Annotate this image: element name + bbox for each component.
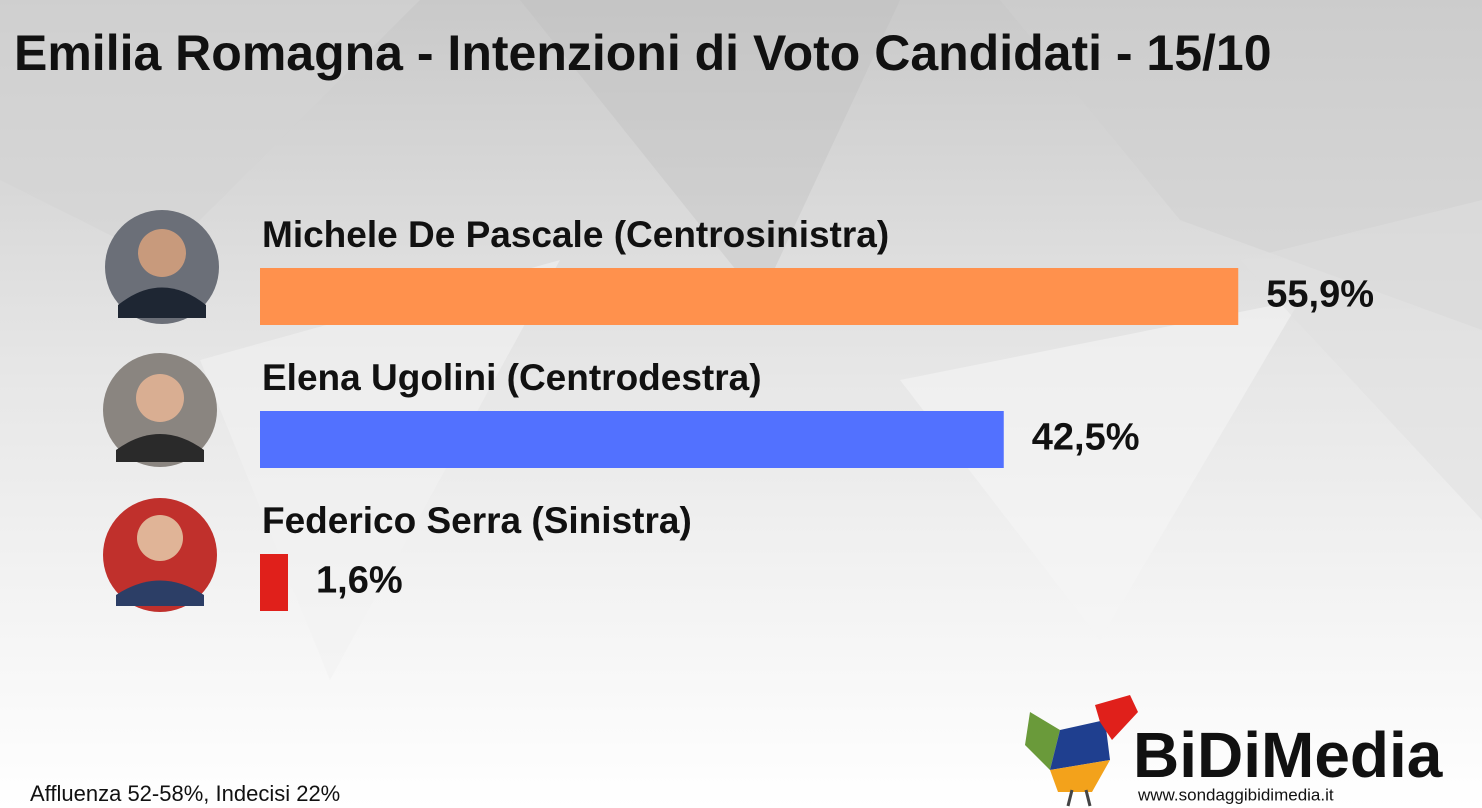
- logo-name: BiDiMedia: [1133, 719, 1443, 791]
- bar: [260, 554, 288, 611]
- value-label: 42,5%: [1032, 417, 1140, 459]
- logo-url: www.sondaggibidimedia.it: [1137, 785, 1334, 804]
- photos: [103, 210, 219, 612]
- logo: BiDiMedia www.sondaggibidimedia.it: [1025, 695, 1443, 807]
- category-label: Federico Serra (Sinistra): [262, 500, 692, 541]
- footnote: Affluenza 52-58%, Indecisi 22%: [30, 781, 340, 806]
- category-label: Elena Ugolini (Centrodestra): [262, 357, 762, 398]
- bar: [260, 411, 1004, 468]
- value-label: 55,9%: [1266, 274, 1374, 316]
- bar: [260, 268, 1239, 325]
- value-label: 1,6%: [316, 560, 403, 602]
- chart-title: Emilia Romagna - Intenzioni di Voto Cand…: [14, 25, 1272, 81]
- category-label: Michele De Pascale (Centrosinistra): [262, 214, 889, 255]
